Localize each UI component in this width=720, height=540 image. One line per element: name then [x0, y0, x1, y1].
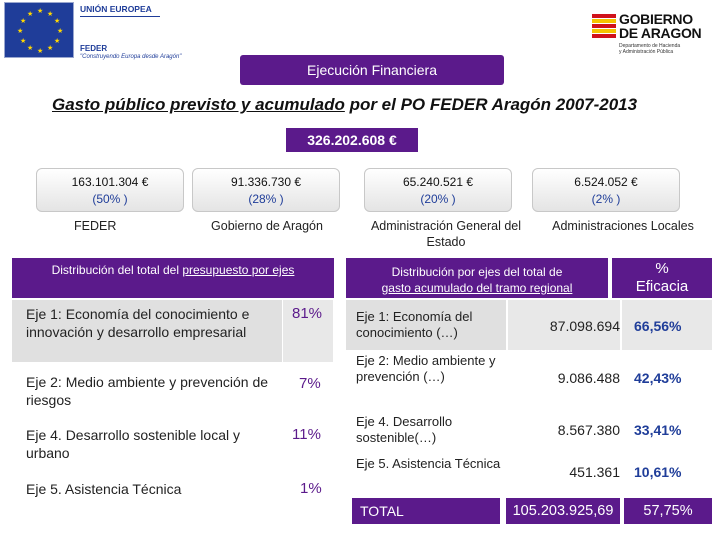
contribution-percent: (50% ) [92, 192, 128, 206]
budget-axis-label: Eje 1: Economía del conocimiento e innov… [4, 305, 280, 341]
efficacy-header: % Eficacia [612, 258, 712, 298]
eu-slogan: "Construyendo Europa desde Aragón" [80, 54, 182, 60]
star-icon: ★ [20, 38, 27, 45]
regional-axis-label: Eje 2: Medio ambiente y prevención (…) [356, 353, 496, 384]
regional-axis-1-efficacy-cell [622, 300, 712, 350]
title-rest: por el PO FEDER Aragón 2007-2013 [344, 95, 638, 114]
regional-by-axis-header: Distribución por ejes del total de gasto… [346, 258, 608, 298]
budget-axis-percent: 11% [292, 426, 321, 443]
regional-axis-1-amount-cell [508, 300, 620, 350]
aragon-dept-line2: y Administración Pública [619, 49, 674, 55]
total-budget-badge: 326.202.608 € [286, 128, 418, 152]
aragon-name-line1: GOBIERNO [619, 11, 693, 27]
budget-header-text: Distribución del total del [51, 263, 183, 277]
contribution-box-locales: 6.524.052 € (2% ) [532, 168, 680, 212]
contribution-amount: 163.101.304 € [71, 175, 149, 189]
contribution-label: Administraciones Locales [552, 219, 694, 233]
eu-feder-label: FEDER [80, 44, 108, 53]
total-label: TOTAL [352, 498, 500, 524]
budget-axis-label: Eje 4. Desarrollo sostenible local y urb… [4, 426, 280, 462]
eu-divider [80, 16, 160, 17]
star-icon: ★ [20, 18, 27, 25]
regional-axis-label: Eje 5. Asistencia Técnica [356, 456, 501, 471]
axis-1-label-cell [12, 300, 282, 362]
contribution-label: Administración General del Estado [370, 219, 522, 249]
regional-axis-efficacy: 10,61% [634, 464, 682, 480]
contribution-box-age: 65.240.521 € (20% ) [364, 168, 512, 212]
budget-axis-5-label: Eje 5. Asistencia Técnica [26, 481, 182, 497]
budget-axis-percent: 1% [300, 480, 322, 497]
contribution-box-gobierno: 91.336.730 € (28% ) [192, 168, 340, 212]
aragon-name: GOBIERNO DE ARAGON [619, 11, 702, 41]
page-title: Gasto público previsto y acumulado por e… [52, 95, 712, 115]
star-icon: ★ [47, 45, 54, 52]
eu-title: UNIÓN EUROPEA [80, 4, 152, 14]
regional-axis-efficacy: 42,43% [634, 370, 682, 386]
efficacy-header-line1: % [655, 260, 669, 277]
section-header: Ejecución Financiera [240, 55, 504, 85]
title-underlined: Gasto público previsto y acumulado [52, 95, 345, 114]
regional-axis-efficacy: 66,56% [634, 318, 682, 334]
budget-axis-percent: 81% [292, 305, 323, 322]
contribution-amount: 65.240.521 € [402, 175, 474, 189]
regional-header-underlined: gasto acumulado del tramo regional [381, 281, 573, 295]
aragon-name-line2: DE ARAGON [619, 25, 702, 41]
star-icon: ★ [17, 28, 24, 35]
regional-axis-amount: 451.361 [569, 464, 620, 480]
star-icon: ★ [54, 18, 61, 25]
contribution-percent: (20% ) [420, 192, 456, 206]
star-icon: ★ [27, 11, 34, 18]
budget-axis-4-label: Eje 4. Desarrollo sostenible local y urb… [26, 427, 240, 461]
regional-header-text: Distribución por ejes del total de [391, 265, 563, 279]
star-icon: ★ [37, 8, 44, 15]
star-icon: ★ [57, 28, 64, 35]
eu-flag-logo: ★ ★ ★ ★ ★ ★ ★ ★ ★ ★ ★ ★ [4, 2, 74, 58]
regional-axis-efficacy: 33,41% [634, 422, 682, 438]
contribution-label: Gobierno de Aragón [211, 219, 323, 233]
star-icon: ★ [54, 38, 61, 45]
efficacy-header-line2: Eficacia [635, 278, 689, 295]
contribution-percent: (2% ) [591, 192, 621, 206]
star-icon: ★ [27, 45, 34, 52]
aragon-shield-icon [590, 12, 618, 42]
budget-axis-percent: 7% [299, 375, 321, 392]
regional-axis-1-label-cell [346, 300, 506, 350]
regional-axis-amount: 9.086.488 [557, 370, 620, 386]
star-icon: ★ [47, 11, 54, 18]
budget-by-axis-header: Distribución del total del presupuesto p… [12, 258, 334, 298]
regional-axis-amount: 8.567.380 [557, 422, 620, 438]
aragon-department: Departamento de Hacienda y Administració… [619, 43, 699, 55]
contribution-percent: (28% ) [248, 192, 284, 206]
budget-axis-label: Eje 2: Medio ambiente y prevención de ri… [4, 373, 280, 409]
budget-axis-1-label: Eje 1: Economía del conocimiento e innov… [26, 306, 250, 340]
contribution-amount: 91.336.730 € [230, 175, 302, 189]
axis-1-percent-cell [283, 300, 333, 362]
budget-axis-label: Eje 5. Asistencia Técnica [4, 480, 280, 498]
regional-axis-label: Eje 1: Economía del conocimiento (…) [356, 309, 473, 340]
contribution-box-feder: 163.101.304 € (50% ) [36, 168, 184, 212]
total-amount: 105.203.925,69 [506, 498, 620, 524]
contribution-amount: 6.524.052 € [574, 175, 638, 189]
aragon-dept-line1: Departamento de Hacienda [619, 43, 681, 49]
star-icon: ★ [37, 48, 44, 55]
contribution-label: FEDER [74, 219, 117, 233]
budget-axis-2-label: Eje 2: Medio ambiente y prevención de ri… [26, 374, 269, 408]
regional-axis-amount: 87.098.694 [549, 318, 620, 334]
regional-axis-label: Eje 4. Desarrollo sostenible(…) [356, 414, 453, 445]
total-efficacy: 57,75% [624, 498, 712, 524]
budget-header-underlined: presupuesto por ejes [182, 263, 295, 277]
